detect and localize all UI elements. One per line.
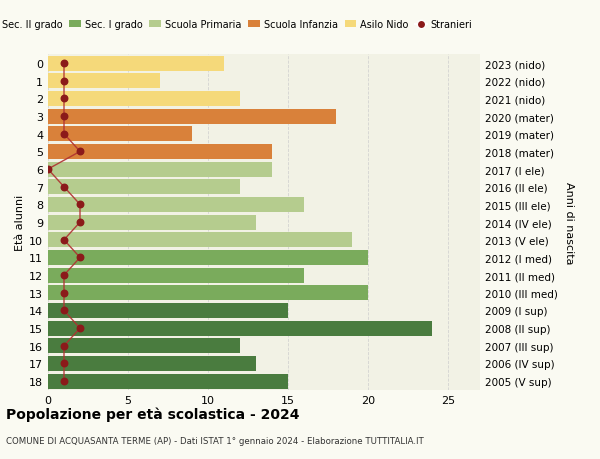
Point xyxy=(59,378,69,385)
Point xyxy=(59,360,69,367)
Y-axis label: Età alunni: Età alunni xyxy=(15,195,25,251)
Bar xyxy=(48,251,368,265)
Bar xyxy=(48,339,240,353)
Bar xyxy=(48,321,432,336)
Bar xyxy=(48,233,352,248)
Bar xyxy=(48,74,160,89)
Point xyxy=(59,342,69,350)
Text: COMUNE DI ACQUASANTA TERME (AP) - Dati ISTAT 1° gennaio 2024 - Elaborazione TUTT: COMUNE DI ACQUASANTA TERME (AP) - Dati I… xyxy=(6,436,424,445)
Bar xyxy=(48,56,224,72)
Bar xyxy=(48,145,272,160)
Bar xyxy=(48,303,288,318)
Legend: Sec. II grado, Sec. I grado, Scuola Primaria, Scuola Infanzia, Asilo Nido, Stran: Sec. II grado, Sec. I grado, Scuola Prim… xyxy=(0,17,476,34)
Point xyxy=(75,148,85,156)
Point xyxy=(75,325,85,332)
Point xyxy=(59,78,69,85)
Bar xyxy=(48,197,304,213)
Point xyxy=(75,254,85,262)
Point xyxy=(59,184,69,191)
Bar xyxy=(48,127,192,142)
Bar xyxy=(48,162,272,177)
Point xyxy=(59,236,69,244)
Point xyxy=(59,131,69,138)
Bar xyxy=(48,268,304,283)
Bar xyxy=(48,374,288,389)
Bar xyxy=(48,215,256,230)
Y-axis label: Anni di nascita: Anni di nascita xyxy=(565,181,574,264)
Bar xyxy=(48,92,240,106)
Text: Popolazione per età scolastica - 2024: Popolazione per età scolastica - 2024 xyxy=(6,406,299,421)
Bar xyxy=(48,285,368,301)
Bar xyxy=(48,109,336,124)
Point xyxy=(75,202,85,209)
Point xyxy=(43,166,53,174)
Point xyxy=(59,60,69,67)
Point xyxy=(59,290,69,297)
Bar xyxy=(48,356,256,371)
Bar xyxy=(48,180,240,195)
Point xyxy=(59,95,69,103)
Point xyxy=(59,307,69,314)
Point xyxy=(59,272,69,279)
Point xyxy=(75,219,85,226)
Point xyxy=(59,113,69,120)
